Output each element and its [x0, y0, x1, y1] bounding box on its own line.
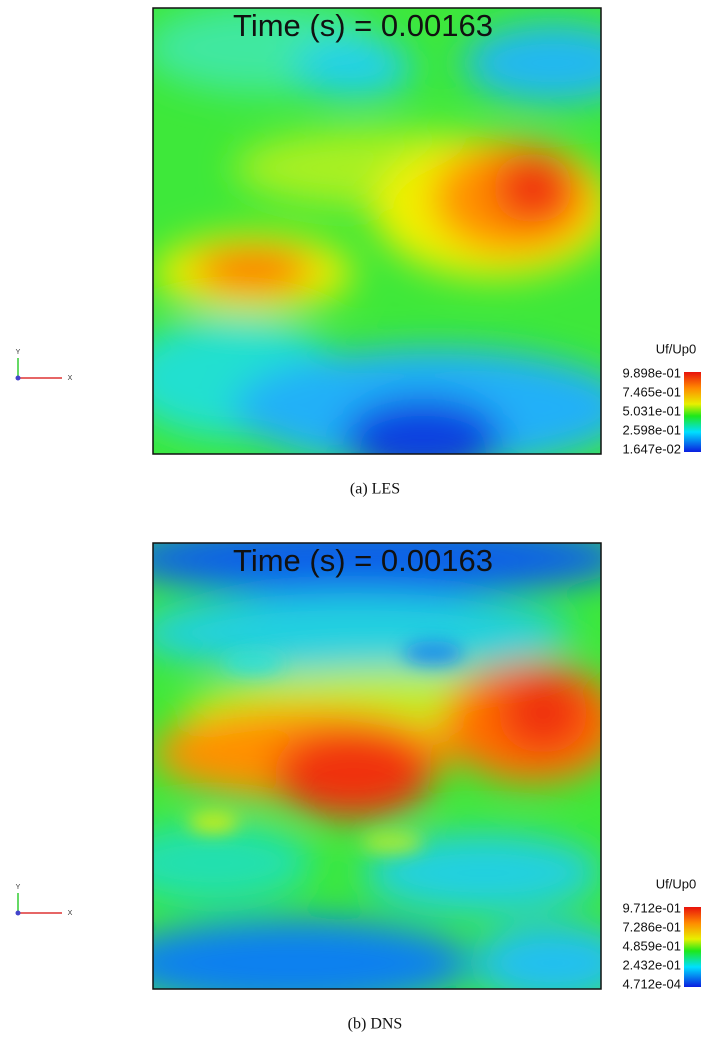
origin — [15, 910, 21, 916]
colorbar-label: 5.031e-01 — [622, 403, 681, 418]
time-label: Time (s) = 0.00163 — [233, 8, 493, 43]
colorbar — [684, 372, 701, 452]
colorbar-label: 9.898e-01 — [622, 365, 681, 380]
colorbar-label: 1.647e-02 — [622, 441, 681, 456]
colorbar-title: Uf/Up0 — [656, 876, 696, 891]
caption: (b) DNS — [348, 1016, 403, 1033]
colorbar-label: 2.432e-01 — [622, 957, 681, 972]
colorbar-title: Uf/Up0 — [656, 341, 696, 356]
panel-extras: Uf/Up0 9.898e-01 7.465e-01 5.031e-01 2.598e-… — [15, 341, 701, 498]
colorbar-label: 7.465e-01 — [622, 384, 681, 399]
colorbar-label: 2.598e-01 — [622, 422, 681, 437]
origin — [15, 375, 21, 381]
time-label: Time (s) = 0.00163 — [233, 543, 493, 578]
field-dns: Time (s) = 0.00163 — [152, 542, 602, 990]
y-axis-label: Y — [16, 349, 21, 356]
colorbar-label: 9.712e-01 — [622, 900, 681, 915]
caption: (a) LES — [350, 481, 400, 498]
colorbar-label: 4.859e-01 — [622, 938, 681, 953]
x-axis-label: X — [68, 910, 73, 917]
x-axis-label: X — [68, 375, 73, 382]
colorbar-label: 4.712e-04 — [622, 976, 681, 991]
colorbar — [684, 907, 701, 987]
colorbar-label: 7.286e-01 — [622, 919, 681, 934]
y-axis-label: Y — [16, 884, 21, 891]
field-les: Time (s) = 0.00163 — [152, 7, 602, 455]
panel-extras: Uf/Up0 9.712e-01 7.286e-01 4.859e-01 2.432e-… — [15, 876, 701, 1033]
